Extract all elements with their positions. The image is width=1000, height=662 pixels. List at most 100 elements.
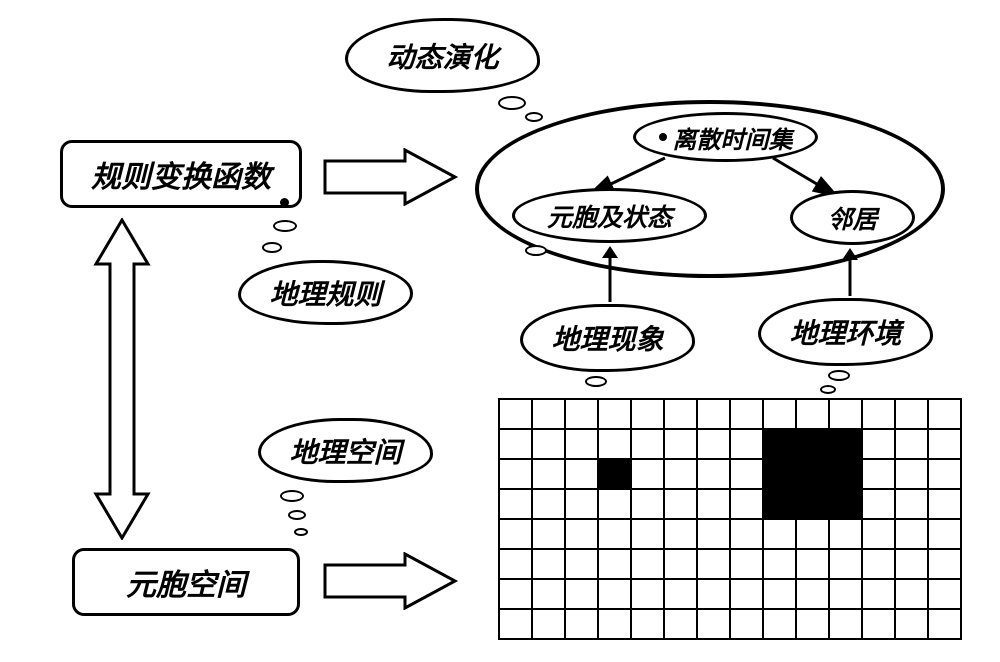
grid-cell [598, 579, 631, 609]
puff [294, 528, 308, 536]
grid-cell [499, 549, 532, 579]
grid-cell [697, 429, 730, 459]
ellipse-cell-and-state: 元胞及状态 [512, 188, 707, 243]
grid-cell [928, 399, 961, 429]
grid-cell [565, 579, 598, 609]
grid-cell [664, 549, 697, 579]
grid-cell [829, 579, 862, 609]
cloud-geo-space: 地理空间 [258, 418, 433, 483]
grid-cell [565, 399, 598, 429]
grid-cell [763, 549, 796, 579]
grid-cell [598, 399, 631, 429]
grid-cell [697, 489, 730, 519]
grid-cell [829, 429, 862, 459]
grid-cell [499, 399, 532, 429]
grid-cell [796, 519, 829, 549]
grid-cell [631, 429, 664, 459]
grid-cell [631, 459, 664, 489]
box-cell-space: 元胞空间 [72, 548, 300, 616]
grid-cell [796, 459, 829, 489]
ellipse-label: 元胞及状态 [547, 198, 672, 234]
grid-cell [730, 489, 763, 519]
grid-cell [697, 519, 730, 549]
grid-cell [730, 519, 763, 549]
grid-cell [532, 579, 565, 609]
grid-cell [664, 519, 697, 549]
grid-cell [829, 399, 862, 429]
grid-cell [598, 549, 631, 579]
grid-cell [862, 609, 895, 639]
grid-cell [730, 399, 763, 429]
grid-cell [598, 489, 631, 519]
arrow-cellspace-to-grid [320, 552, 460, 610]
grid-cell [598, 429, 631, 459]
grid-cell [895, 579, 928, 609]
grid-cell [631, 519, 664, 549]
bullet-dot [659, 133, 667, 141]
grid-cell [796, 579, 829, 609]
grid-cell [895, 399, 928, 429]
grid-cell [631, 489, 664, 519]
grid-cell [631, 549, 664, 579]
grid-cell [895, 489, 928, 519]
grid-cell [499, 459, 532, 489]
cloud-label: 动态演化 [386, 36, 498, 76]
grid-cell [565, 459, 598, 489]
grid-cell [532, 519, 565, 549]
puff [280, 490, 304, 502]
arrow-vertical-double [92, 218, 152, 545]
grid-cell [499, 489, 532, 519]
grid-cell [565, 549, 598, 579]
grid-cell [598, 609, 631, 639]
grid-cell [829, 549, 862, 579]
diagram-stage: 动态演化 规则变换函数 离散时间集 元胞及状态 邻居 [0, 0, 1000, 662]
grid-cell [532, 429, 565, 459]
grid-cell [895, 519, 928, 549]
grid-cell [796, 399, 829, 429]
grid-cell [532, 489, 565, 519]
grid-cell [928, 579, 961, 609]
grid-cell [895, 459, 928, 489]
grid-cell [598, 519, 631, 549]
cell-grid [498, 398, 962, 640]
grid-cell [532, 609, 565, 639]
grid-cell [730, 459, 763, 489]
grid-cell [862, 549, 895, 579]
puff [273, 220, 297, 232]
cloud-label: 地理规则 [269, 273, 381, 313]
grid-cell [499, 579, 532, 609]
grid-cell [928, 549, 961, 579]
ellipse-discrete-time-set: 离散时间集 [633, 112, 818, 162]
grid-cell [499, 609, 532, 639]
grid-cell [829, 609, 862, 639]
puff [525, 245, 547, 256]
grid-cell [565, 609, 598, 639]
grid-cell [763, 459, 796, 489]
grid-cell [862, 579, 895, 609]
cloud-geo-environment: 地理环境 [758, 298, 933, 366]
grid-cell [631, 609, 664, 639]
grid-cell [664, 579, 697, 609]
grid-cell [532, 459, 565, 489]
grid-cell [664, 489, 697, 519]
ellipse-label: 离散时间集 [673, 120, 793, 155]
grid-cell [499, 429, 532, 459]
grid-cell [532, 399, 565, 429]
grid-cell [763, 429, 796, 459]
grid-cell [796, 609, 829, 639]
grid-cell [895, 549, 928, 579]
grid-cell [928, 489, 961, 519]
cloud-label: 地理空间 [289, 431, 401, 471]
grid-cell [697, 549, 730, 579]
grid-cell [730, 579, 763, 609]
grid-cell [829, 459, 862, 489]
grid-cell [565, 429, 598, 459]
grid-cell [565, 519, 598, 549]
grid-cell [928, 429, 961, 459]
grid-cell [763, 399, 796, 429]
grid-cell [862, 489, 895, 519]
grid-cell [928, 459, 961, 489]
grid-cell [631, 579, 664, 609]
cloud-geo-rules: 地理规则 [238, 260, 413, 325]
grid-cell [763, 609, 796, 639]
